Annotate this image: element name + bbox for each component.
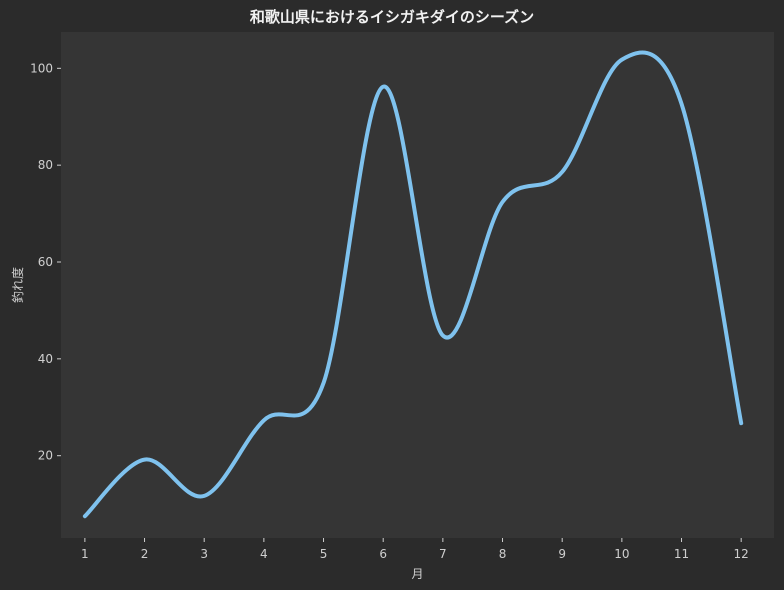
x-tick-label: 11 xyxy=(674,547,689,561)
x-tick-label: 7 xyxy=(439,547,447,561)
x-tick-label: 1 xyxy=(81,547,89,561)
x-axis-label: 月 xyxy=(411,567,423,581)
x-tick-label: 6 xyxy=(379,547,387,561)
y-tick-label: 100 xyxy=(30,61,53,75)
x-tick-label: 12 xyxy=(734,547,749,561)
x-tick-label: 10 xyxy=(614,547,629,561)
x-tick-label: 9 xyxy=(558,547,566,561)
x-tick-label: 2 xyxy=(141,547,149,561)
x-axis: 1 2 3 4 5 6 7 8 9 10 11 12 xyxy=(81,538,749,561)
y-axis: 20 40 60 80 100 xyxy=(30,61,61,463)
series-line xyxy=(82,50,744,519)
y-tick-label: 60 xyxy=(38,255,53,269)
y-tick-label: 40 xyxy=(38,352,53,366)
plot-area xyxy=(61,32,774,538)
x-tick-label: 8 xyxy=(499,547,507,561)
y-tick-label: 20 xyxy=(38,449,53,463)
x-tick-label: 3 xyxy=(200,547,208,561)
y-axis-label: 釣れ度 xyxy=(10,267,25,303)
y-tick-label: 80 xyxy=(38,158,53,172)
chart-title: 和歌山県におけるイシガキダイのシーズン xyxy=(250,8,534,26)
x-tick-label: 5 xyxy=(320,547,328,561)
x-tick-label: 4 xyxy=(260,547,268,561)
